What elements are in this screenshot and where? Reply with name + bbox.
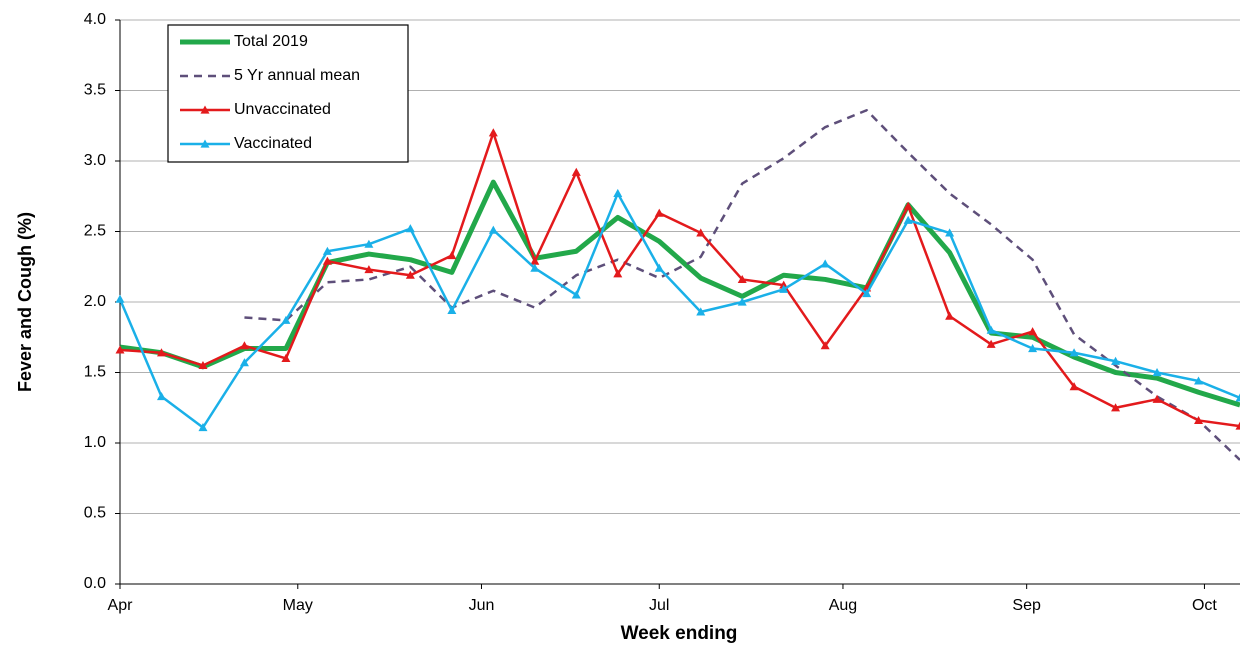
y-tick-label: 0.5 xyxy=(84,505,106,522)
legend-label: Unvaccinated xyxy=(234,101,331,118)
series-line xyxy=(120,193,1240,427)
y-tick-label: 2.5 xyxy=(84,223,106,240)
marker xyxy=(572,168,581,176)
x-tick-label: Sep xyxy=(1012,597,1041,614)
marker xyxy=(406,224,415,232)
series-line xyxy=(244,110,1240,460)
x-axis-title: Week ending xyxy=(621,623,738,644)
legend-label: Total 2019 xyxy=(234,33,308,50)
marker xyxy=(655,209,664,217)
y-axis-title: Fever and Cough (%) xyxy=(15,212,35,392)
marker xyxy=(240,341,249,349)
y-tick-label: 4.0 xyxy=(84,11,106,28)
x-tick-label: Jun xyxy=(469,597,495,614)
marker xyxy=(821,259,830,267)
marker xyxy=(489,128,498,136)
marker xyxy=(613,189,622,197)
y-tick-label: 2.0 xyxy=(84,293,106,310)
y-tick-label: 3.0 xyxy=(84,152,106,169)
y-tick-label: 1.5 xyxy=(84,364,106,381)
marker xyxy=(157,392,166,400)
marker xyxy=(945,312,954,320)
marker xyxy=(1028,327,1037,335)
marker xyxy=(489,226,498,234)
x-tick-label: Aug xyxy=(829,597,857,614)
y-tick-label: 3.5 xyxy=(84,82,106,99)
x-tick-label: Jul xyxy=(649,597,669,614)
y-tick-label: 0.0 xyxy=(84,575,106,592)
x-tick-label: May xyxy=(283,597,313,614)
series-line xyxy=(120,182,1240,405)
series-line xyxy=(120,133,1240,426)
marker xyxy=(447,251,456,259)
marker xyxy=(116,295,125,303)
legend-label: Vaccinated xyxy=(234,135,312,152)
x-tick-label: Oct xyxy=(1192,597,1217,614)
legend-label: 5 Yr annual mean xyxy=(234,67,360,84)
y-tick-label: 1.0 xyxy=(84,434,106,451)
x-tick-label: Apr xyxy=(108,597,134,614)
